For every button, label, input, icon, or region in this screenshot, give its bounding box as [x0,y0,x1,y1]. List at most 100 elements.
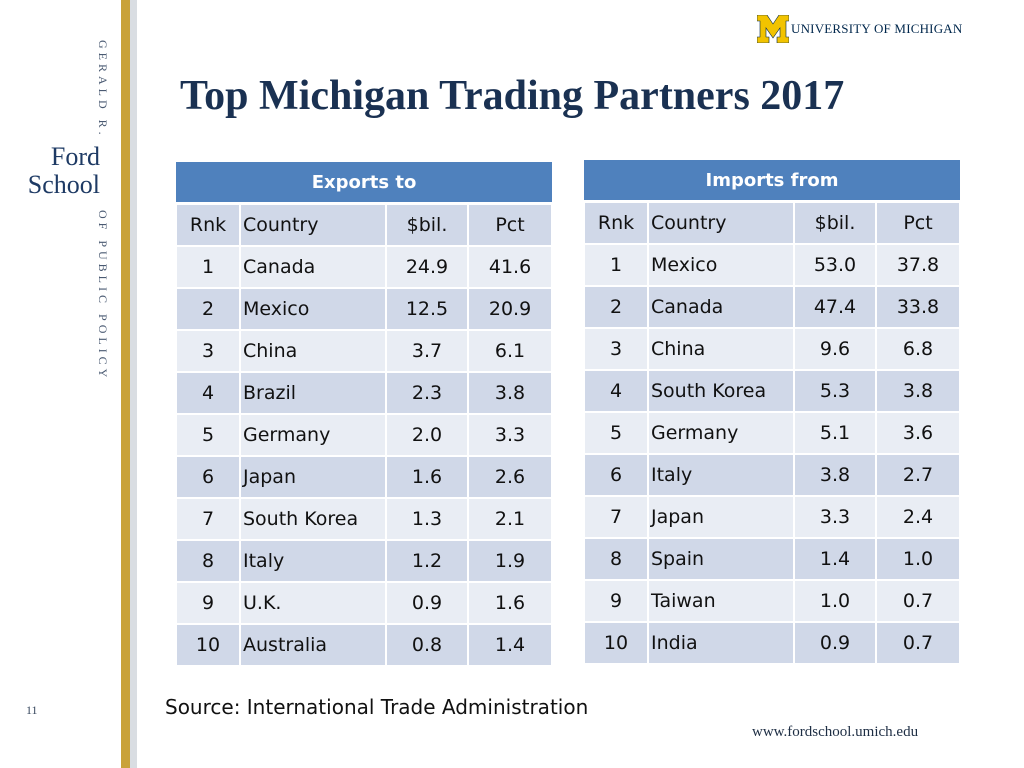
pct-cell: 20.9 [466,287,554,331]
rank-cell: 8 [175,539,241,583]
exports-table-header: Exports to [176,162,553,205]
country-cell: U.K. [239,581,387,625]
country-cell: Germany [647,411,795,455]
table-row: 9 U.K. 0.9 1.6 [175,581,554,625]
imports-table-body: Rnk Country $bil. Pct 1 Mexico 53.0 37.8 2 Canada… [583,200,961,665]
country-cell: Mexico [647,243,795,287]
country-cell: South Korea [239,497,387,541]
pct-cell: 6.8 [875,327,961,371]
exports-table: Exports to Rnk Country $bil. Pct 1 Canada 24.9… [175,162,554,667]
country-cell: Taiwan [647,579,795,623]
imports-table: Imports from Rnk Country $bil. Pct 1 Mexico 5 3… [583,160,961,665]
pct-cell: 33.8 [875,285,961,329]
ford-school-logo: Ford School [12,143,100,199]
column-header: Country [239,202,387,247]
um-logo-text: UNIVERSITY OF MICHIGAN [791,21,963,36]
rank-cell: 8 [583,537,649,581]
column-header: $bil. [793,200,877,245]
country-cell: Spain [647,537,795,581]
rank-cell: 3 [583,327,649,371]
rank-cell: 3 [175,329,241,373]
ford-logo-line2: School [27,170,100,199]
country-cell: Italy [239,539,387,583]
rank-cell: 9 [175,581,241,625]
pct-cell: 1.6 [466,581,554,625]
country-cell: Mexico [239,287,387,331]
country-cell: Japan [239,455,387,499]
country-cell: Canada [647,285,795,329]
value-cell: 12.5 [385,287,469,331]
rank-cell: 4 [175,371,241,415]
website-url: www.fordschool.umich.edu [752,724,919,740]
value-cell: 5.1 [793,411,877,455]
slide-number: 11 [26,703,38,717]
pct-cell: 0.7 [875,621,961,665]
university-of-michigan-logo: UNIVERSITY OF MICHIGAN [757,15,962,45]
table-row: 8 Spain 1.4 1.0 [583,537,961,581]
table-row: 8 Italy 1.2 1.9 [175,539,554,583]
value-cell: 1.0 [793,579,877,623]
pct-cell: 3.6 [875,411,961,455]
vertical-text-public-policy: OF PUBLIC POLICY [96,210,110,382]
country-cell: Canada [239,245,387,289]
rank-cell: 10 [175,623,241,667]
value-cell: 3.8 [793,453,877,497]
country-cell: China [647,327,795,371]
rank-cell: 4 [583,369,649,413]
rank-cell: 9 [583,579,649,623]
column-header: $bil. [385,202,469,247]
pct-cell: 2.7 [875,453,961,497]
imports-table-header: Imports from [584,160,960,203]
table-row: 10 Australia 0.8 1.4 [175,623,554,667]
slide-title: Top Michigan Trading Partners 2017 [180,73,845,119]
country-cell: India [647,621,795,665]
value-cell: 1.6 [385,455,469,499]
pct-cell: 1.0 [875,537,961,581]
gold-side-bar [121,0,130,768]
column-header: Country [647,200,795,245]
rank-cell: 6 [175,455,241,499]
rank-cell: 1 [583,243,649,287]
vertical-text-gerald: GERALD R. [96,40,110,139]
pct-cell: 3.8 [875,369,961,413]
rank-cell: 2 [175,287,241,331]
column-header: Pct [466,202,554,247]
rank-cell: 5 [583,411,649,455]
country-cell: South Korea [647,369,795,413]
column-header: Rnk [175,202,241,247]
pct-cell: 1.9 [466,539,554,583]
value-cell: 2.0 [385,413,469,457]
value-cell: 0.9 [793,621,877,665]
rank-cell: 2 [583,285,649,329]
table-row: 2 Canada 47.4 33.8 [583,285,961,329]
table-row: 1 Canada 24.9 41.6 [175,245,554,289]
pct-cell: 3.8 [466,371,554,415]
pct-cell: 2.4 [875,495,961,539]
column-header-row: Rnk Country $bil. Pct [175,202,554,247]
pct-cell: 3.3 [466,413,554,457]
value-cell: 24.9 [385,245,469,289]
rank-cell: 7 [583,495,649,539]
column-header: Rnk [583,200,649,245]
pct-cell: 0.7 [875,579,961,623]
table-row: 7 South Korea 1.3 2.1 [175,497,554,541]
table-row: 6 Italy 3.8 2.7 [583,453,961,497]
value-cell: 1.2 [385,539,469,583]
value-cell: 3.3 [793,495,877,539]
table-row: 3 China 9.6 6.8 [583,327,961,371]
column-header: Pct [875,200,961,245]
block-m-icon [757,15,789,43]
country-cell: Germany [239,413,387,457]
exports-table-body: Rnk Country $bil. Pct 1 Canada 24.9 41.6 2 Mexico… [175,202,554,667]
pct-cell: 1.4 [466,623,554,667]
country-cell: China [239,329,387,373]
table-row: 10 India 0.9 0.7 [583,621,961,665]
value-cell: 0.9 [385,581,469,625]
country-cell: Italy [647,453,795,497]
pct-cell: 41.6 [466,245,554,289]
value-cell: 1.3 [385,497,469,541]
table-row: 7 Japan 3.3 2.4 [583,495,961,539]
country-cell: Australia [239,623,387,667]
table-row: 4 South Korea 5.3 3.8 [583,369,961,413]
pct-cell: 2.6 [466,455,554,499]
